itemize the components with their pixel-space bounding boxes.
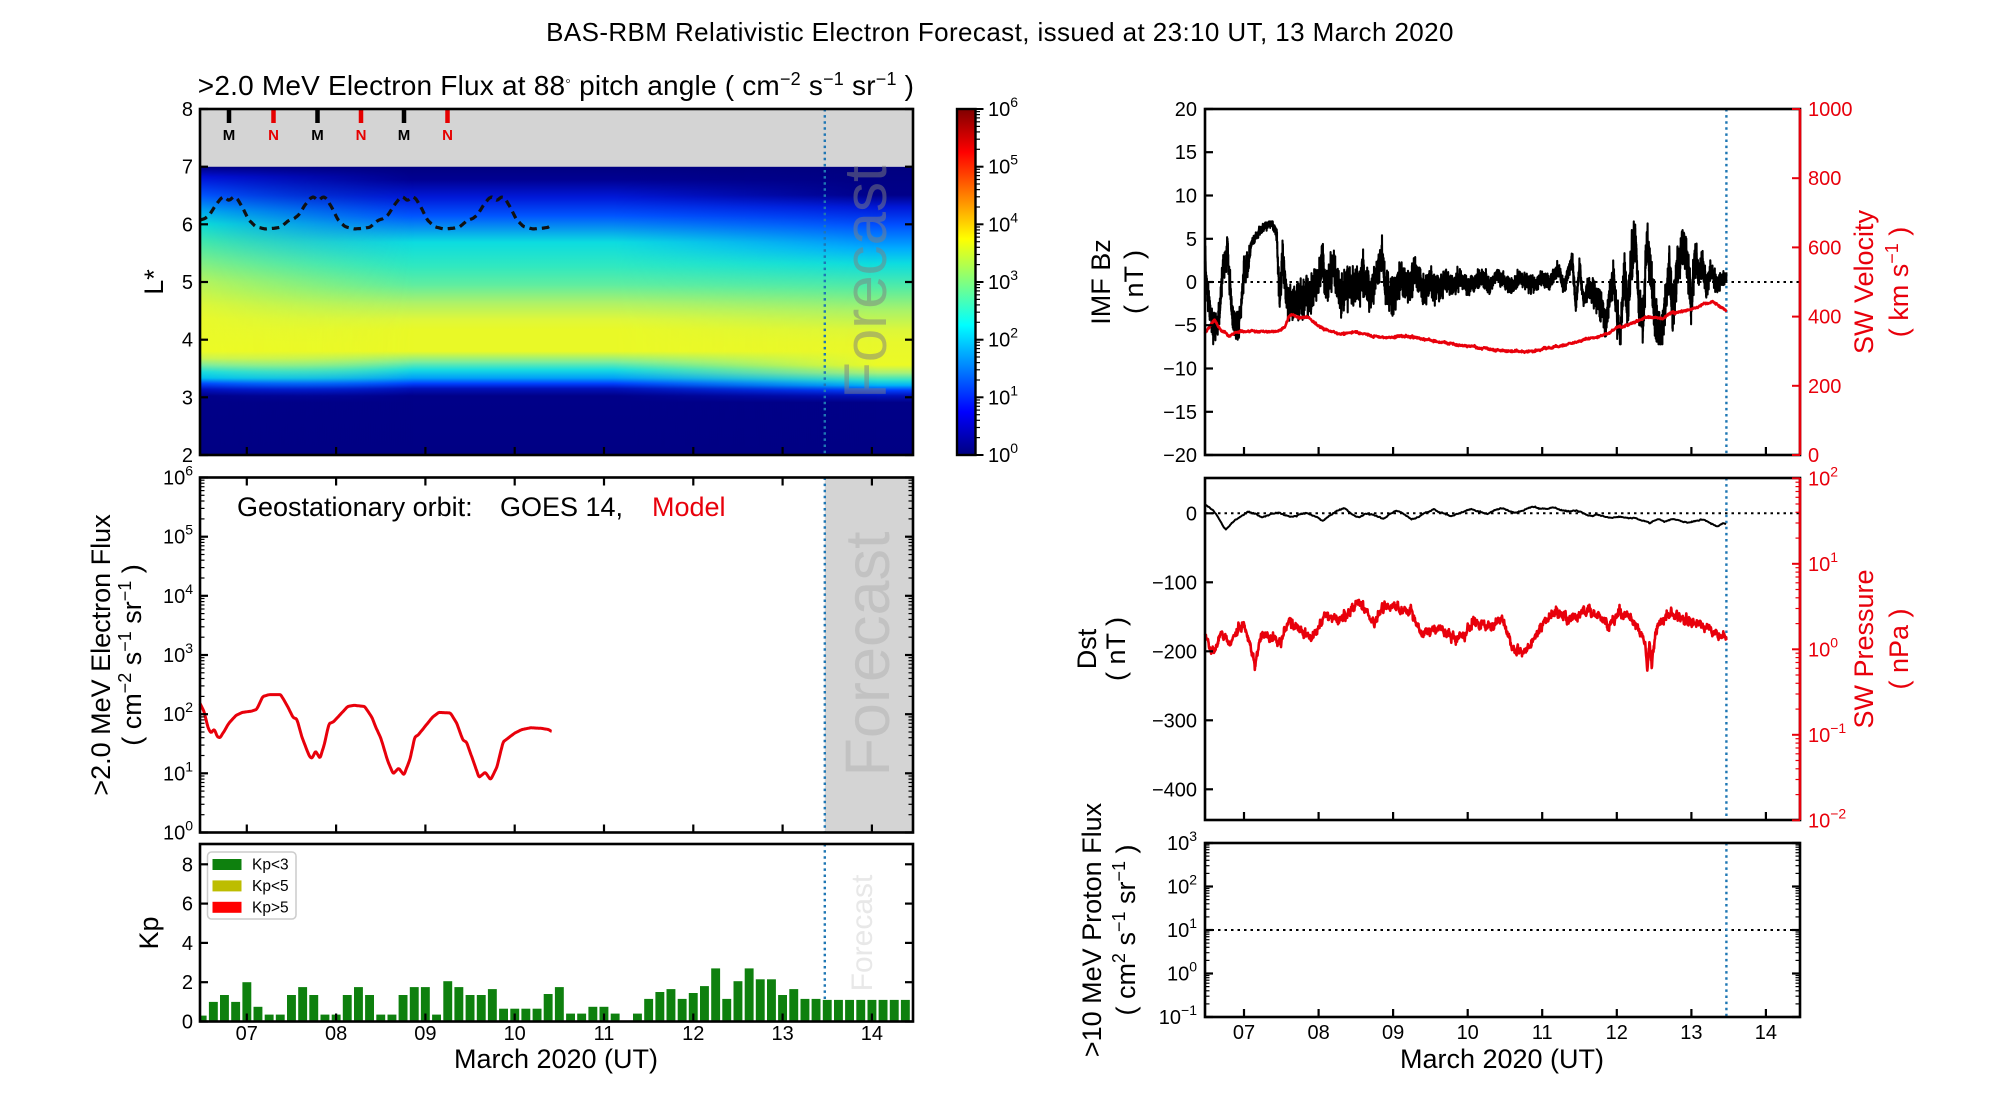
svg-text:Kp<5: Kp<5 bbox=[252, 878, 289, 895]
svg-text:6: 6 bbox=[182, 214, 193, 236]
svg-text:L*: L* bbox=[139, 269, 169, 295]
svg-text:−10: −10 bbox=[1163, 359, 1197, 381]
svg-text:2: 2 bbox=[182, 445, 193, 467]
svg-text:11: 11 bbox=[1532, 1022, 1553, 1044]
svg-text:14: 14 bbox=[861, 1023, 883, 1045]
svg-text:( km s−1 ): ( km s−1 ) bbox=[1882, 227, 1914, 338]
svg-text:6: 6 bbox=[182, 894, 193, 916]
svg-text:10−1: 10−1 bbox=[1808, 720, 1846, 747]
svg-text:10−1: 10−1 bbox=[1159, 1002, 1197, 1029]
svg-text:8: 8 bbox=[182, 99, 193, 121]
svg-text:Forecast: Forecast bbox=[832, 165, 899, 399]
svg-text:−20: −20 bbox=[1163, 445, 1197, 467]
svg-text:5: 5 bbox=[1186, 229, 1197, 251]
svg-text:10: 10 bbox=[1457, 1022, 1479, 1044]
svg-text:12: 12 bbox=[682, 1023, 704, 1045]
svg-text:600: 600 bbox=[1808, 237, 1841, 259]
svg-text:200: 200 bbox=[1808, 376, 1841, 398]
svg-text:Forecast: Forecast bbox=[846, 874, 879, 991]
svg-text:−400: −400 bbox=[1152, 779, 1197, 801]
svg-text:−300: −300 bbox=[1152, 710, 1197, 732]
svg-text:0: 0 bbox=[1186, 272, 1197, 294]
svg-text:M: M bbox=[223, 127, 236, 144]
svg-text:Geostationary orbit:: Geostationary orbit: bbox=[237, 492, 473, 522]
svg-text:0: 0 bbox=[1808, 445, 1819, 467]
svg-text:09: 09 bbox=[1382, 1022, 1404, 1044]
svg-text:Kp: Kp bbox=[134, 916, 164, 949]
svg-text:2: 2 bbox=[182, 972, 193, 994]
svg-text:07: 07 bbox=[236, 1023, 258, 1045]
svg-text:7: 7 bbox=[182, 157, 193, 179]
svg-text:M: M bbox=[311, 127, 324, 144]
svg-text:08: 08 bbox=[1307, 1022, 1329, 1044]
svg-text:101: 101 bbox=[163, 758, 193, 785]
svg-text:−5: −5 bbox=[1174, 315, 1197, 337]
svg-text:>2.0 MeV Electron Flux: >2.0 MeV Electron Flux bbox=[86, 514, 116, 796]
svg-text:800: 800 bbox=[1808, 168, 1841, 190]
svg-text:M: M bbox=[398, 127, 411, 144]
svg-text:−15: −15 bbox=[1163, 402, 1197, 424]
svg-text:20: 20 bbox=[1175, 99, 1197, 121]
svg-text:8: 8 bbox=[182, 854, 193, 876]
svg-text:BAS-RBM Relativistic Electron: BAS-RBM Relativistic Electron Forecast, … bbox=[546, 17, 1454, 47]
svg-text:>2.0 MeV Electron Flux at 88◦: >2.0 MeV Electron Flux at 88◦ pitch angl… bbox=[198, 69, 914, 101]
svg-text:10−2: 10−2 bbox=[1808, 805, 1846, 832]
svg-text:07: 07 bbox=[1233, 1022, 1255, 1044]
svg-text:N: N bbox=[268, 127, 279, 144]
svg-text:IMF Bz: IMF Bz bbox=[1086, 239, 1116, 325]
svg-text:5: 5 bbox=[182, 272, 193, 294]
svg-text:3: 3 bbox=[182, 387, 193, 409]
svg-text:N: N bbox=[442, 127, 453, 144]
svg-text:−200: −200 bbox=[1152, 641, 1197, 663]
svg-text:102: 102 bbox=[1167, 872, 1197, 899]
svg-text:0: 0 bbox=[1186, 503, 1197, 525]
svg-text:SW Velocity: SW Velocity bbox=[1849, 209, 1879, 354]
svg-text:( nT ): ( nT ) bbox=[1119, 250, 1149, 314]
svg-text:400: 400 bbox=[1808, 307, 1841, 329]
svg-text:March 2020 (UT): March 2020 (UT) bbox=[1400, 1044, 1604, 1074]
svg-text:13: 13 bbox=[1680, 1022, 1702, 1044]
svg-text:1000: 1000 bbox=[1808, 99, 1853, 121]
svg-text:>10 MeV Proton Flux: >10 MeV Proton Flux bbox=[1077, 802, 1107, 1057]
svg-text:10: 10 bbox=[1175, 186, 1197, 208]
svg-text:Model: Model bbox=[652, 492, 726, 522]
svg-text:11: 11 bbox=[594, 1023, 615, 1045]
svg-text:13: 13 bbox=[771, 1023, 793, 1045]
svg-text:−100: −100 bbox=[1152, 572, 1197, 594]
svg-text:Forecast: Forecast bbox=[833, 531, 903, 777]
svg-text:March 2020 (UT): March 2020 (UT) bbox=[454, 1044, 658, 1074]
svg-text:GOES 14,: GOES 14, bbox=[500, 492, 623, 522]
svg-text:Kp>5: Kp>5 bbox=[252, 899, 289, 916]
svg-text:SW Pressure: SW Pressure bbox=[1849, 569, 1879, 728]
svg-text:08: 08 bbox=[325, 1023, 347, 1045]
svg-text:Dst: Dst bbox=[1072, 628, 1102, 669]
svg-text:( nPa ): ( nPa ) bbox=[1884, 608, 1914, 689]
svg-text:15: 15 bbox=[1175, 142, 1197, 164]
svg-text:14: 14 bbox=[1755, 1022, 1777, 1044]
svg-text:10: 10 bbox=[504, 1023, 526, 1045]
svg-text:( nT ): ( nT ) bbox=[1101, 617, 1131, 681]
svg-text:4: 4 bbox=[182, 330, 193, 352]
svg-text:09: 09 bbox=[414, 1023, 436, 1045]
svg-text:12: 12 bbox=[1606, 1022, 1628, 1044]
svg-text:N: N bbox=[356, 127, 367, 144]
svg-text:Kp<3: Kp<3 bbox=[252, 857, 289, 874]
svg-text:( cm−2 s−1 sr−1 ): ( cm−2 s−1 sr−1 ) bbox=[115, 564, 147, 746]
svg-text:4: 4 bbox=[182, 933, 193, 955]
svg-text:0: 0 bbox=[182, 1012, 193, 1034]
